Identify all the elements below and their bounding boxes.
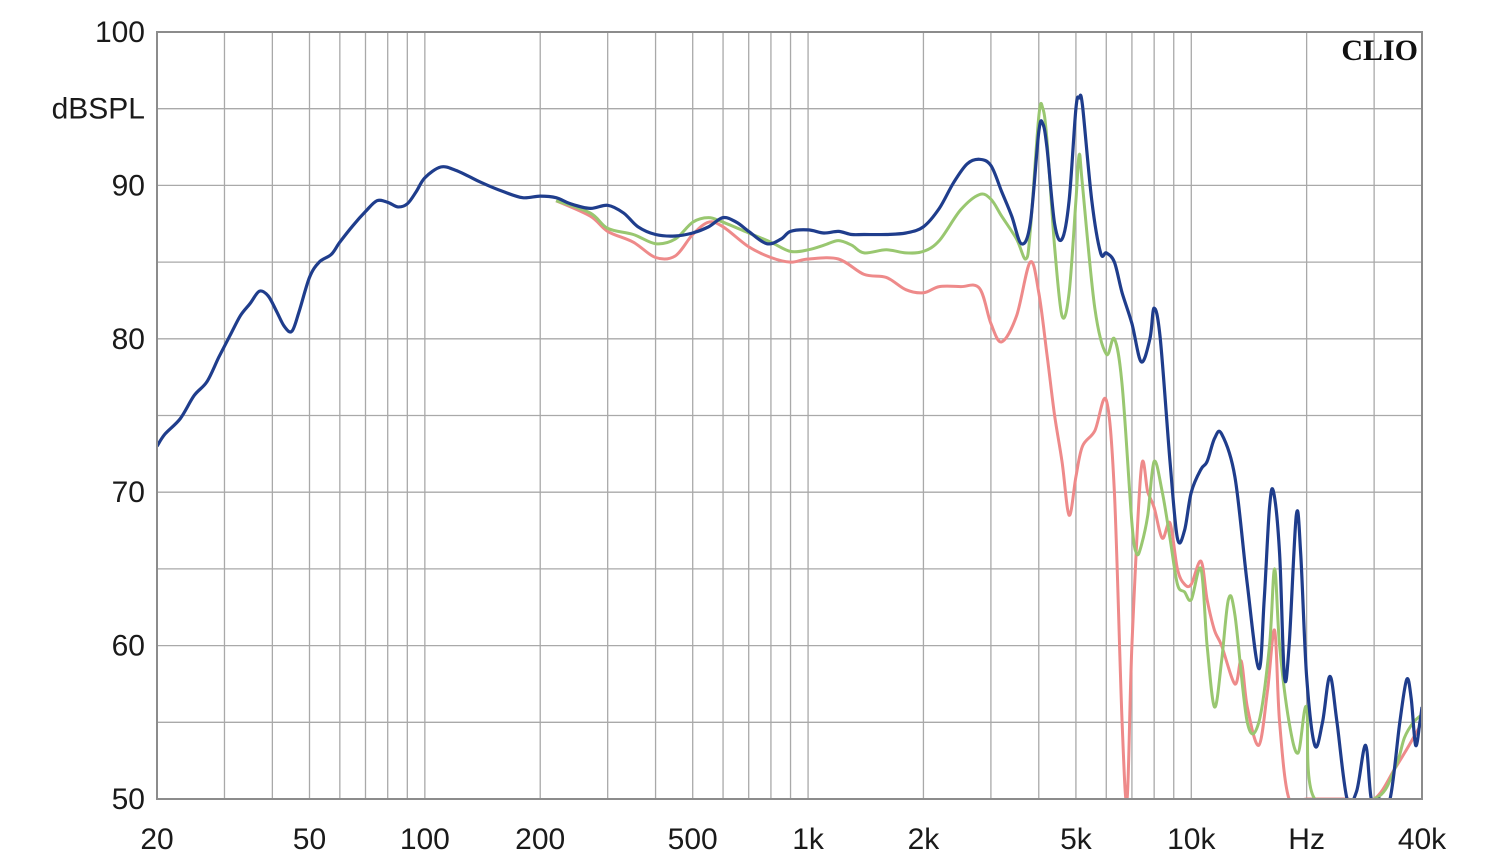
y-tick-label: 80 [112,323,145,356]
x-tick-label: 500 [668,823,718,856]
plot-frame [156,31,1423,800]
series-line-2 [555,101,1422,799]
y-tick-label: 100 [95,16,145,49]
x-tick-label: 20 [140,823,173,856]
x-tick-label: 2k [908,823,941,856]
tick-labels: 100 90 80 70 60 50 20 50 100 200 500 1k 2k 5k 10k Hz 40k [95,16,1447,856]
x-tick-label: 200 [515,823,565,856]
y-tick-label: 70 [112,476,145,509]
x-tick-label: 40k [1398,823,1447,856]
y-axis-label: dBSPL [52,93,145,126]
x-tick-label: 1k [792,823,825,856]
series-group [157,93,1422,799]
y-tick-label: 90 [112,169,145,202]
series-line-1 [555,199,1422,799]
series-line-3 [157,93,1422,799]
x-tick-label: 100 [400,823,450,856]
y-tick-label: 60 [112,630,145,663]
x-tick-label: 10k [1167,823,1216,856]
brand-label: CLIO [1341,34,1418,67]
x-tick-label: 5k [1060,823,1093,856]
x-tick-label: 50 [293,823,326,856]
y-tick-label: 50 [112,783,145,816]
x-tick-label: Hz [1288,823,1325,856]
